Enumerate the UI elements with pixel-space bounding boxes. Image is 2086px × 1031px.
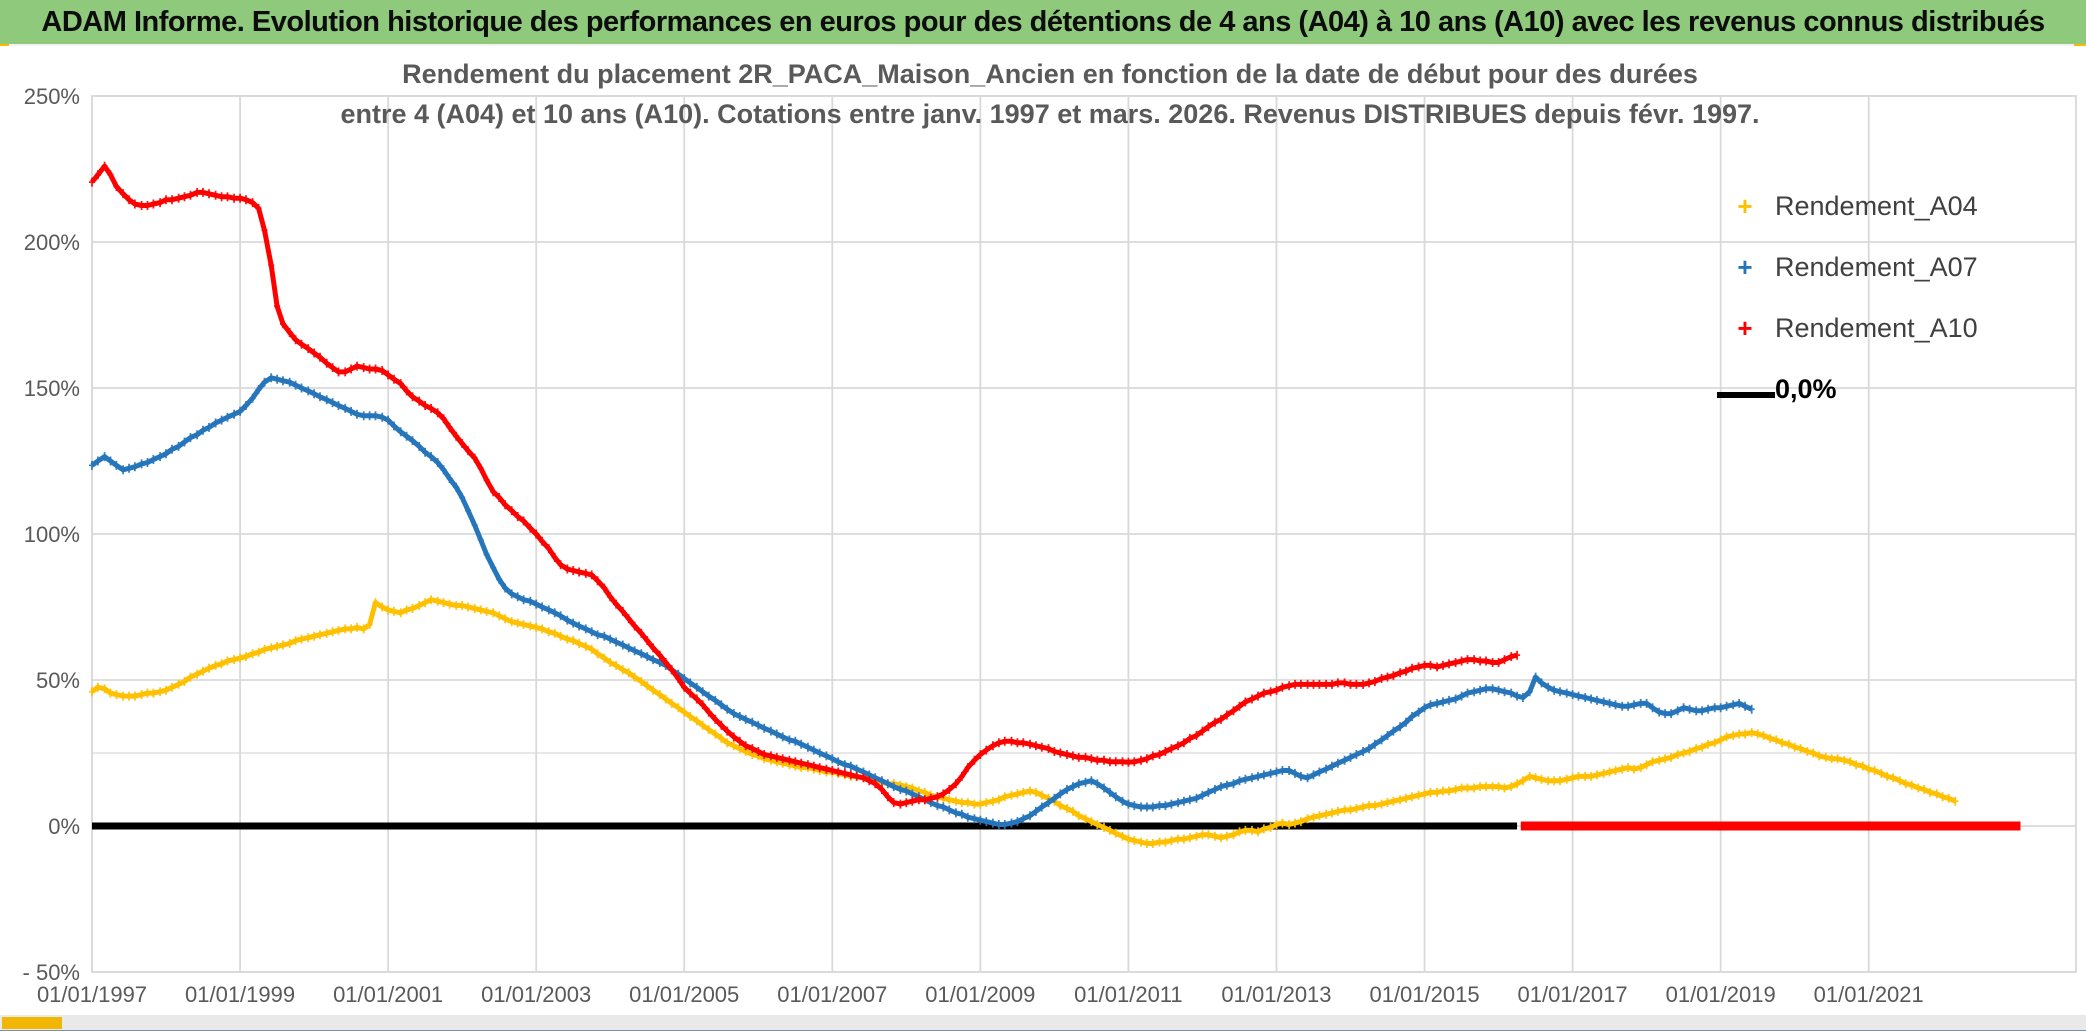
a07-plus-marker-icon: + <box>1737 252 1753 282</box>
series-markers-rendement_a07 <box>89 373 1755 829</box>
x-axis-label-2001: 01/01/2001 <box>333 982 443 1007</box>
legend-item-zero-line[interactable]: 0,0% <box>1715 359 2045 420</box>
a10-plus-marker-icon: + <box>1737 313 1753 343</box>
series-line-rendement_a04[interactable] <box>90 597 1957 846</box>
series-line-rendement_a07[interactable] <box>90 375 1753 827</box>
x-axis-label-2005: 01/01/2005 <box>629 982 739 1007</box>
x-axis-label-2017: 01/01/2017 <box>1518 982 1628 1007</box>
chart-area[interactable]: 250% 200% 150% 100% 50% 0% - 50% 01/01/1997 01/0… <box>0 46 2086 1013</box>
x-axis-label-2011: 01/01/2011 <box>1074 982 1182 1007</box>
banner-title-text: ADAM Informe. Evolution historique des p… <box>41 5 2045 38</box>
x-axis-label-2021: 01/01/2021 <box>1814 982 1924 1007</box>
legend-label: Rendement_A07 <box>1775 252 1978 282</box>
bottom-scroll-bar[interactable] <box>0 1013 2086 1031</box>
y-axis-label-0: 0% <box>48 814 80 839</box>
x-axis-label-2015: 01/01/2015 <box>1369 982 1479 1007</box>
series-markers-rendement_a04 <box>89 595 1959 848</box>
series-line-rendement_a10[interactable] <box>90 163 1518 807</box>
y-axis-label-50: 50% <box>36 668 80 693</box>
legend-label: Rendement_A04 <box>1775 191 1978 221</box>
plot-border <box>91 95 2077 973</box>
plot-canvas[interactable]: 250% 200% 150% 100% 50% 0% - 50%01/01/1997 01/0… <box>0 46 2086 1013</box>
x-axis-label-1999: 01/01/1999 <box>185 982 295 1007</box>
y-axis-label--50: - 50% <box>23 960 80 985</box>
series-markers-rendement_a10 <box>89 161 1521 809</box>
sheet-title-banner: ADAM Informe. Evolution historique des p… <box>0 0 2086 46</box>
legend-item-rendement-a10[interactable]: + Rendement_A10 <box>1715 298 2045 359</box>
legend-label: Rendement_A10 <box>1775 313 1978 343</box>
x-axis-label-2009: 01/01/2009 <box>925 982 1035 1007</box>
x-axis-label-2007: 01/01/2007 <box>777 982 887 1007</box>
zero-line-swatch-icon <box>1715 374 1775 405</box>
y-axis-label-250: 250% <box>24 84 80 109</box>
y-axis-label-200: 200% <box>24 230 80 255</box>
x-axis-label-2003: 01/01/2003 <box>481 982 591 1007</box>
legend-item-rendement-a04[interactable]: + Rendement_A04 <box>1715 176 2045 237</box>
x-axis-label-2013: 01/01/2013 <box>1221 982 1331 1007</box>
a04-plus-marker-icon: + <box>1737 191 1753 221</box>
chart-legend: + Rendement_A04 + Rendement_A07 + Rendem… <box>1715 176 2045 420</box>
legend-item-rendement-a07[interactable]: + Rendement_A07 <box>1715 237 2045 298</box>
y-axis-label-100: 100% <box>24 522 80 547</box>
x-axis-label-2019: 01/01/2019 <box>1666 982 1776 1007</box>
legend-label: 0,0% <box>1775 374 1837 404</box>
y-axis-label-150: 150% <box>24 376 80 401</box>
bottom-left-accent <box>2 1017 62 1029</box>
x-axis-label-1997: 01/01/1997 <box>37 982 147 1007</box>
